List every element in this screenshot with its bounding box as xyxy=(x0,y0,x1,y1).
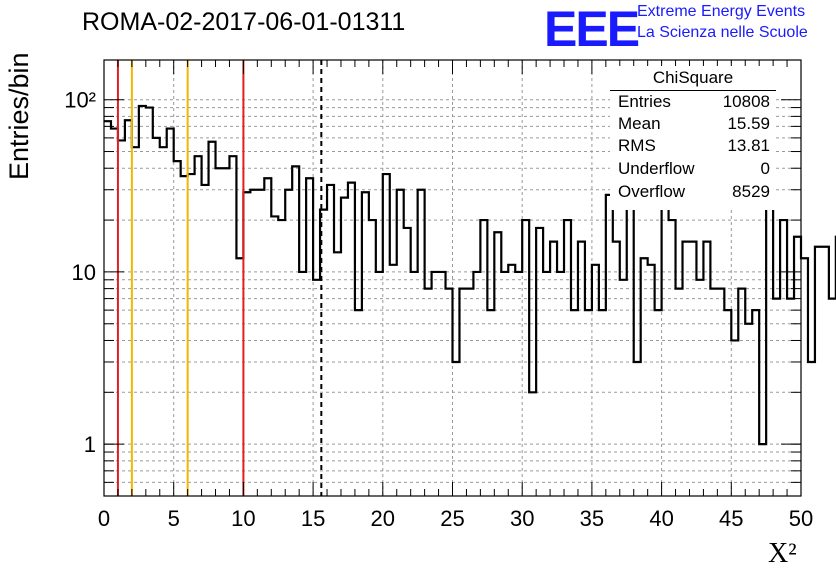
x-tick-label: 30 xyxy=(510,506,534,531)
x-tick-label: 10 xyxy=(231,506,255,531)
x-tick-label: 45 xyxy=(719,506,743,531)
logo-caption-line1: Extreme Energy Events xyxy=(637,3,806,20)
x-tick-label: 15 xyxy=(301,506,325,531)
y-tick-label: 10² xyxy=(64,88,96,113)
x-tick-label: 50 xyxy=(789,506,813,531)
stat-value: 0 xyxy=(760,159,770,178)
stat-value: 10808 xyxy=(722,92,770,111)
stat-key: RMS xyxy=(618,136,656,155)
stat-key: Underflow xyxy=(618,159,695,178)
stat-row-underflow: Underflow 0 xyxy=(618,159,770,181)
stat-row-overflow: Overflow 8529 xyxy=(618,182,770,204)
y-tick-label: 10 xyxy=(72,260,96,285)
stat-key: Entries xyxy=(618,92,671,111)
chart-title: ROMA-02-2017-06-01-01311 xyxy=(82,8,406,36)
x-axis-label: X² xyxy=(768,538,797,569)
x-tick-label: 40 xyxy=(649,506,673,531)
x-tick-label: 5 xyxy=(168,506,180,531)
stat-row-rms: RMS 13.81 xyxy=(618,136,770,158)
stat-value: 15.59 xyxy=(727,114,770,133)
y-axis-label: Entries/bin xyxy=(4,52,34,180)
eee-logo: EEE xyxy=(544,1,640,57)
y-tick-label: 1 xyxy=(84,432,96,457)
x-tick-label: 0 xyxy=(98,506,110,531)
stat-row-entries: Entries 10808 xyxy=(618,92,770,114)
x-tick-label: 25 xyxy=(440,506,464,531)
stat-value: 13.81 xyxy=(727,136,770,155)
x-tick-label: 35 xyxy=(580,506,604,531)
stat-key: Overflow xyxy=(618,182,686,201)
logo-caption-line2: La Scienza nelle Scuole xyxy=(637,24,808,41)
stats-title: ChiSquare xyxy=(652,68,734,87)
stat-key: Mean xyxy=(618,114,661,133)
stats-divider xyxy=(610,90,776,91)
stat-row-mean: Mean 15.59 xyxy=(618,114,770,136)
stat-value: 8529 xyxy=(732,182,770,201)
stats-box: ChiSquare Entries 10808 Mean 15.59 RMS 1… xyxy=(610,66,776,210)
x-tick-label: 20 xyxy=(371,506,395,531)
